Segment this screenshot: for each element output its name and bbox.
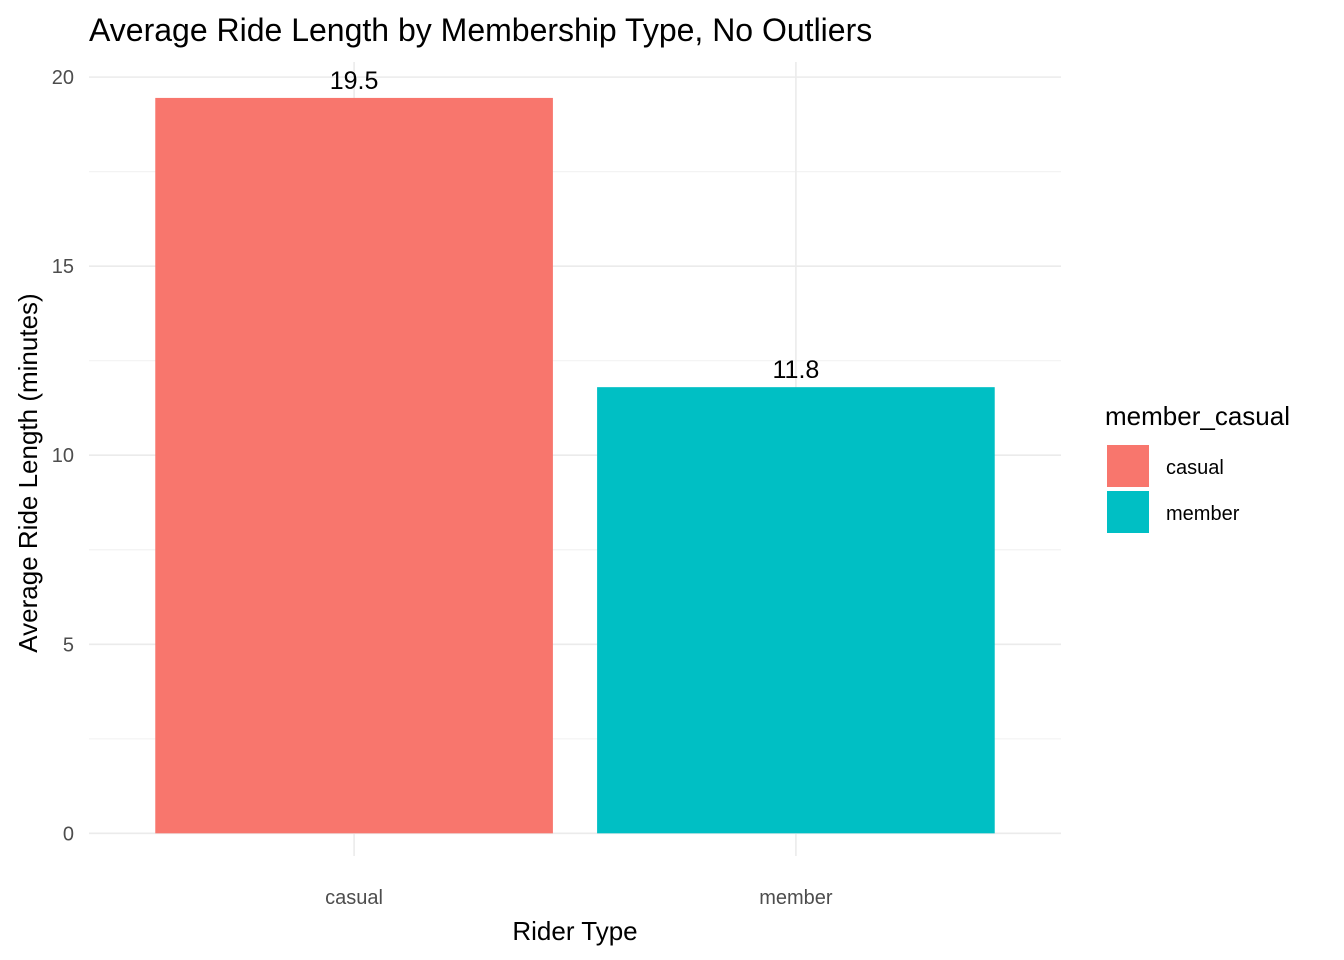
bar-member [597,387,995,834]
legend-title: member_casual [1105,401,1290,431]
bars [155,97,995,834]
chart-title: Average Ride Length by Membership Type, … [89,12,872,48]
legend-key-member [1107,491,1149,533]
x-tick-label: member [759,887,833,909]
legend-entries: casual member [1107,445,1240,533]
x-axis-title: Rider Type [512,916,637,946]
legend: member_casual casual member [1105,401,1290,533]
y-tick-label: 10 [52,445,74,467]
data-labels: 19.5 11.8 [330,67,820,384]
data-label-casual: 19.5 [330,67,379,95]
y-axis-title: Average Ride Length (minutes) [13,293,43,652]
y-tick-label: 20 [52,67,74,89]
data-label-member: 11.8 [773,356,820,384]
y-tick-label: 5 [63,634,74,656]
y-tick-label: 0 [63,823,74,845]
bar-casual [155,97,553,834]
y-tick-label: 15 [52,256,74,278]
legend-label-casual: casual [1166,457,1224,479]
x-tick-label: casual [325,887,383,909]
legend-key-casual [1107,445,1149,487]
legend-label-member: member [1166,503,1240,525]
x-axis-ticks: casual member [325,887,833,909]
y-axis-ticks: 0 5 10 15 20 [52,67,74,845]
